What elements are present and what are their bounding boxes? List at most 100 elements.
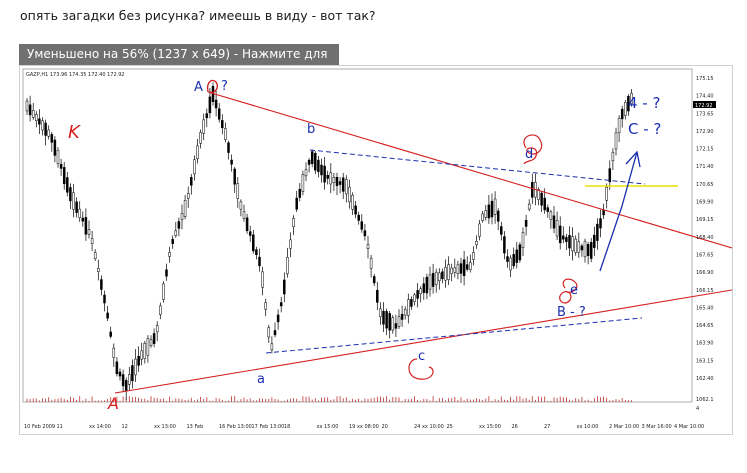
candle-body <box>320 164 323 176</box>
candle-body <box>115 361 119 375</box>
candle-body <box>131 365 134 382</box>
candle-body <box>252 234 255 252</box>
candle-body <box>217 108 221 120</box>
candle-body <box>369 257 373 269</box>
time-tick: xx 14:00 <box>89 424 111 430</box>
candle-body <box>124 380 128 392</box>
price-tick: 174.40 <box>696 94 714 100</box>
time-tick: 4 Mar 10:00 <box>674 424 704 430</box>
label-e: e <box>570 283 578 298</box>
candle-body <box>78 208 81 218</box>
candle-body <box>416 290 419 299</box>
time-tick: 13 Feb <box>187 424 204 430</box>
thumbnail-caption[interactable]: Уменьшено на 56% (1237 x 649) - Нажмите … <box>19 44 339 82</box>
candle-body <box>196 145 199 160</box>
candle-body <box>264 302 267 310</box>
candle-body <box>447 264 450 280</box>
candle-body <box>239 201 243 210</box>
price-tick: 175.15 <box>696 76 714 82</box>
candle-body <box>614 132 618 150</box>
candle-body <box>617 117 621 134</box>
candle-body <box>155 325 159 333</box>
candle-body <box>174 230 178 236</box>
candle-body <box>292 218 295 228</box>
candle-body <box>50 134 54 143</box>
time-tick: 11 <box>57 424 63 430</box>
candle-body <box>338 181 342 185</box>
time-tick: 16 Feb 13:00 <box>219 424 252 430</box>
candle-body <box>186 193 190 199</box>
upper-blue-dashed-line <box>309 149 646 185</box>
time-tick: xx 15:00 <box>317 424 339 430</box>
candle-body <box>56 149 60 165</box>
candle-body <box>493 198 497 215</box>
price-tick: 166.15 <box>696 288 714 294</box>
candle-body <box>121 374 125 387</box>
candle-body <box>118 371 122 377</box>
candle-body <box>428 274 432 290</box>
candle-body <box>332 176 336 183</box>
candle-body <box>611 152 615 162</box>
candle-body <box>509 257 512 271</box>
candle-body <box>531 181 534 198</box>
candle-body <box>403 309 407 316</box>
candle-body <box>329 172 333 185</box>
candle-body <box>87 229 91 235</box>
candle-body <box>255 249 258 255</box>
price-tick: 171.40 <box>696 164 714 170</box>
candle-body <box>112 347 116 358</box>
label-K: K <box>68 122 81 143</box>
candle-body <box>407 299 410 316</box>
time-tick: 17 Feb 13:00 <box>252 424 285 430</box>
candle-body <box>273 330 277 336</box>
chart-thumbnail[interactable]: A ? b a c d e B - ? 4 - ? C - ? K A GAZP… <box>19 65 733 435</box>
price-chart: A ? b a c d e B - ? 4 - ? C - ? K A GAZP… <box>22 68 732 430</box>
candle-body <box>549 211 553 220</box>
candle-body <box>140 350 143 360</box>
time-tick: 12 <box>122 424 128 430</box>
time-tick: 18 <box>284 424 290 430</box>
candle-body <box>233 168 236 185</box>
time-tick: 10 Feb 2009 <box>24 424 55 430</box>
candle-body <box>28 104 32 116</box>
candle-body <box>624 102 627 116</box>
candle-body <box>35 114 38 122</box>
price-tick: 172.90 <box>696 129 714 135</box>
time-axis: 10 Feb 2009 11 xx 14:00 12 xx 13:00 13 Feb 16 … <box>24 424 704 430</box>
time-tick: 19 xx 08:00 <box>349 424 379 430</box>
candle-body <box>512 254 515 267</box>
candle-body <box>363 230 367 237</box>
candle-body <box>103 294 106 304</box>
candle-body <box>546 207 550 212</box>
candle-body <box>270 343 274 351</box>
candle-body <box>589 242 593 259</box>
candle-body <box>100 279 103 290</box>
candle-body <box>283 279 286 295</box>
candle-body <box>202 119 205 134</box>
candle-body <box>84 217 88 235</box>
candle-body <box>205 113 209 119</box>
candle-body <box>143 343 147 359</box>
candle-body <box>472 252 475 260</box>
candle-body <box>75 201 78 213</box>
lower-blue-dashed-line <box>265 317 643 354</box>
time-tick: 26 <box>512 424 518 430</box>
candle-body <box>301 174 305 192</box>
candle-body <box>558 225 562 244</box>
label-B: B - ? <box>557 305 586 320</box>
candle-body <box>469 262 472 270</box>
blue-arrow-head-icon <box>625 150 641 168</box>
candle-body <box>608 168 612 183</box>
candle-body <box>475 241 478 246</box>
red-circle-d-icon <box>523 134 543 165</box>
upper-red-trendline <box>207 91 732 249</box>
candle-body <box>605 187 608 201</box>
candle-body <box>53 139 57 156</box>
candle-body <box>180 213 184 221</box>
candle-body <box>279 302 283 307</box>
candle-body <box>171 238 174 244</box>
candle-body <box>128 374 131 385</box>
candle-body <box>521 232 525 249</box>
price-tick: 167.65 <box>696 252 714 258</box>
time-tick: 25 <box>447 424 453 430</box>
